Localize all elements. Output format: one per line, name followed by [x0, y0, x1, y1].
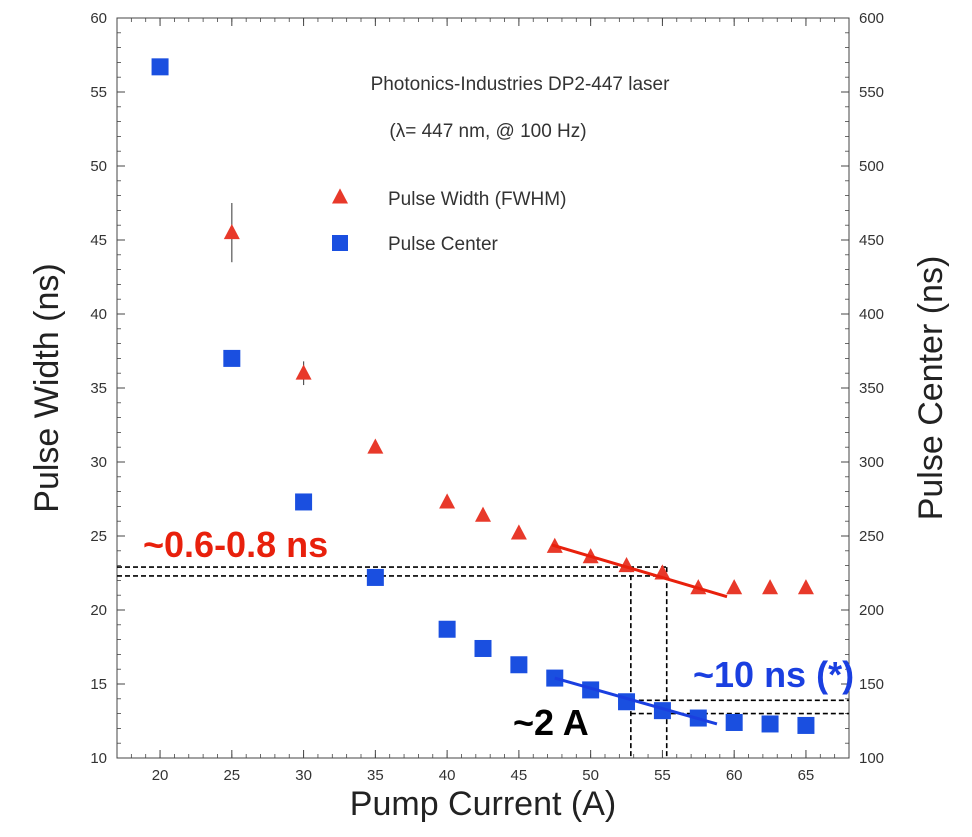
x-tick-label: 55 — [654, 767, 671, 784]
pulse-center-point — [474, 639, 492, 657]
legend-marker-pulse-center — [332, 235, 348, 251]
y-tick-label: 60 — [90, 10, 107, 27]
legend-label-pulse-width: Pulse Width (FWHM) — [388, 189, 566, 210]
x-tick-label: 65 — [798, 767, 815, 784]
annotation-center-spread: ~10 ns (*) — [693, 654, 854, 695]
y-tick-label: 40 — [90, 306, 107, 323]
x-tick-label: 35 — [367, 767, 384, 784]
pulse-center-point — [438, 620, 456, 638]
pulse-width-trend-line — [551, 543, 728, 599]
x-tick-label: 30 — [295, 767, 312, 784]
pulse-center-point — [797, 716, 815, 734]
y-right-tick-label: 200 — [859, 602, 884, 619]
y-right-tick-label: 500 — [859, 158, 884, 175]
annotation-width-spread: ~0.6-0.8 ns — [143, 524, 328, 565]
y-tick-label: 20 — [90, 602, 107, 619]
y-axis-title: Pulse Width (ns) — [28, 263, 66, 512]
y-right-tick-label: 400 — [859, 306, 884, 323]
pulse-center-point — [151, 58, 169, 76]
pulse-width-point — [510, 524, 527, 540]
pulse-width-point — [295, 364, 312, 380]
y-tick-label: 30 — [90, 454, 107, 471]
pulse-width-point — [762, 579, 779, 595]
y-tick-label: 55 — [90, 84, 107, 101]
pulse-width-point — [223, 223, 240, 240]
y-right-tick-label: 150 — [859, 676, 884, 693]
pulse-center-point — [510, 656, 528, 674]
pulse-center-point — [725, 713, 743, 731]
y-tick-label: 35 — [90, 380, 107, 397]
pulse-width-point — [367, 438, 384, 454]
chart-title: Photonics-Industries DP2-447 laser — [371, 74, 671, 95]
pulse-center-point — [295, 493, 313, 511]
y-tick-label: 25 — [90, 528, 107, 545]
x-tick-label: 50 — [582, 767, 599, 784]
legend-marker-pulse-width — [332, 188, 348, 204]
pulse-center-point — [366, 568, 384, 586]
annotation-current-spread: ~2 A — [513, 702, 589, 743]
y-right-tick-label: 300 — [859, 454, 884, 471]
pulse-center-trend-line — [554, 676, 718, 726]
y-tick-label: 10 — [90, 750, 107, 767]
y-right-tick-label: 450 — [859, 232, 884, 249]
x-axis-title: Pump Current (A) — [350, 785, 616, 823]
pulse-center-point — [223, 349, 241, 367]
chart-subtitle: (λ= 447 nm, @ 100 Hz) — [389, 121, 586, 142]
x-tick-label: 20 — [152, 767, 169, 784]
pulse-width-point — [439, 493, 456, 509]
pulse-width-point — [797, 579, 814, 595]
x-tick-label: 45 — [511, 767, 528, 784]
legend-label-pulse-center: Pulse Center — [388, 234, 499, 255]
y-right-tick-label: 100 — [859, 750, 884, 767]
y-tick-label: 50 — [90, 158, 107, 175]
y-right-tick-label: 350 — [859, 380, 884, 397]
y-tick-label: 45 — [90, 232, 107, 249]
y-right-tick-label: 250 — [859, 528, 884, 545]
y-tick-label: 15 — [90, 676, 107, 693]
pulse-width-point — [475, 506, 491, 522]
x-tick-label: 40 — [439, 767, 456, 784]
pulse-width-point — [726, 579, 743, 595]
x-tick-label: 60 — [726, 767, 743, 784]
y-right-tick-label: 600 — [859, 10, 884, 27]
y-right-axis-title: Pulse Center (ns) — [912, 256, 950, 521]
x-tick-label: 25 — [223, 767, 240, 784]
pulse-center-point — [761, 715, 779, 733]
y-right-tick-label: 550 — [859, 84, 884, 101]
